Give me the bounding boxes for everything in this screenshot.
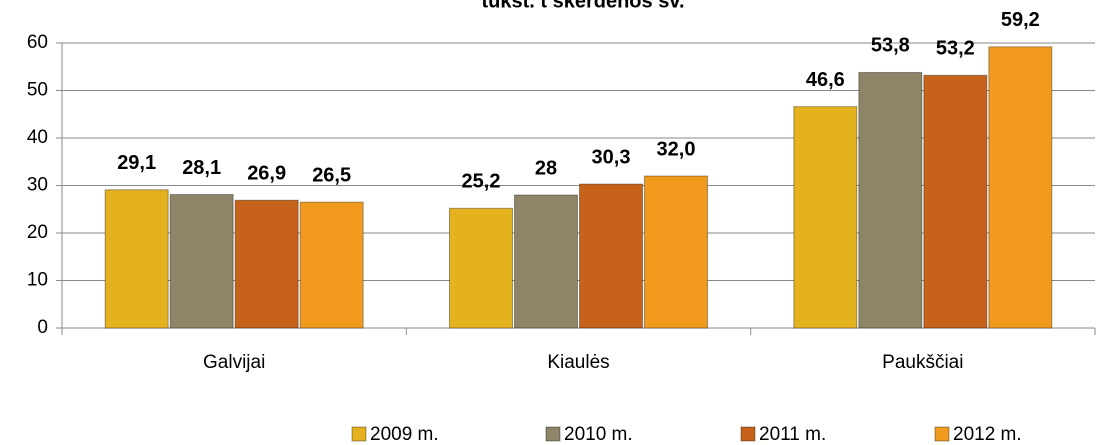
- y-tick-label: 30: [27, 175, 48, 196]
- value-label: 26,9: [247, 163, 286, 185]
- bar: [644, 175, 708, 329]
- y-tick-label: 40: [27, 127, 48, 148]
- bar: [514, 194, 578, 329]
- value-label: 59,2: [1001, 9, 1040, 31]
- x-tick-label: Paukščiai: [882, 352, 963, 373]
- value-label: 29,1: [117, 152, 156, 174]
- value-label: 46,6: [806, 69, 845, 91]
- bar: [923, 74, 988, 329]
- bar: [858, 71, 923, 329]
- y-tick-label: 60: [27, 32, 48, 53]
- value-label: 25,2: [462, 171, 501, 193]
- legend-label: 2010 m.: [564, 424, 633, 445]
- value-label: 26,5: [312, 164, 351, 186]
- value-label: 28: [535, 157, 557, 179]
- bar: [579, 183, 643, 329]
- y-tick-label: 10: [27, 270, 48, 291]
- y-tick-label: 20: [27, 222, 48, 243]
- bar: [104, 189, 169, 329]
- y-tick-label: 0: [37, 317, 48, 338]
- legend-label: 2011 m.: [759, 424, 826, 445]
- legend-swatch: [934, 426, 950, 442]
- chart-title: tūkst. t skerdenos sv.: [481, 0, 684, 12]
- bar: [299, 201, 364, 329]
- legend-swatch: [740, 426, 756, 442]
- value-label: 30,3: [592, 146, 631, 168]
- y-tick-label: 50: [27, 80, 48, 101]
- legend-swatch: [545, 426, 561, 442]
- value-label: 53,2: [936, 38, 975, 60]
- value-label: 28,1: [182, 157, 221, 179]
- x-tick-label: Kiaulės: [547, 352, 609, 373]
- bar: [234, 199, 299, 329]
- value-label: 53,8: [871, 35, 910, 57]
- bar: [988, 46, 1053, 329]
- bar: [449, 207, 513, 329]
- bar: [169, 194, 234, 329]
- legend-label: 2012 m.: [953, 424, 1022, 445]
- x-tick-label: Galvijai: [203, 352, 265, 373]
- value-label: 32,0: [657, 138, 696, 160]
- legend-swatch: [351, 426, 367, 442]
- bar: [793, 106, 858, 329]
- legend-label: 2009 m.: [370, 424, 439, 445]
